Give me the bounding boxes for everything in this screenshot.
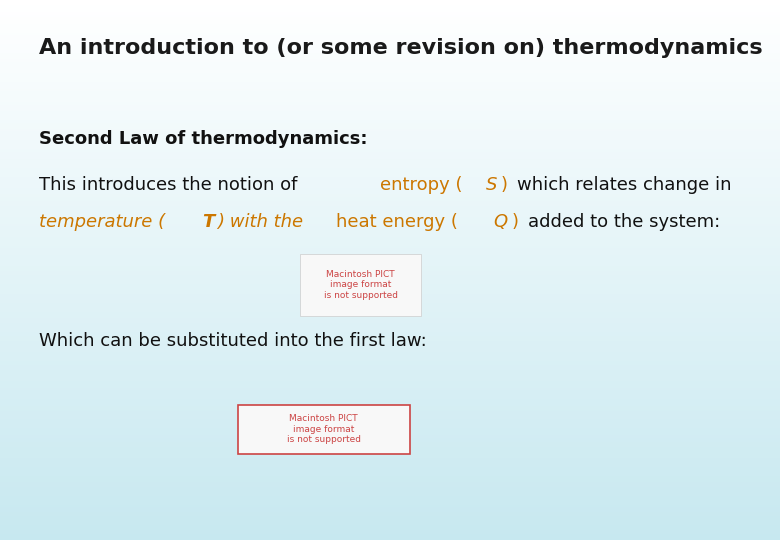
Text: S: S: [486, 176, 498, 193]
Text: ): ): [512, 213, 524, 231]
Text: heat energy (: heat energy (: [336, 213, 458, 231]
Text: which relates change in: which relates change in: [517, 176, 732, 193]
Text: Macintosh PICT
image format
is not supported: Macintosh PICT image format is not suppo…: [324, 270, 398, 300]
Text: An introduction to (or some revision on) thermodynamics: An introduction to (or some revision on)…: [39, 38, 763, 58]
Text: Macintosh PICT
image format
is not supported: Macintosh PICT image format is not suppo…: [287, 414, 360, 444]
Text: This introduces the notion of: This introduces the notion of: [39, 176, 303, 193]
FancyBboxPatch shape: [238, 405, 410, 454]
Text: temperature (: temperature (: [39, 213, 165, 231]
Text: Which can be substituted into the first law:: Which can be substituted into the first …: [39, 332, 427, 350]
Text: Q: Q: [494, 213, 508, 231]
Text: added to the system:: added to the system:: [528, 213, 720, 231]
Text: ): ): [501, 176, 514, 193]
FancyBboxPatch shape: [300, 254, 421, 316]
Text: entropy (: entropy (: [380, 176, 463, 193]
Text: Second Law of thermodynamics:: Second Law of thermodynamics:: [39, 130, 367, 147]
Text: T: T: [202, 213, 214, 231]
Text: ) with the: ) with the: [218, 213, 310, 231]
